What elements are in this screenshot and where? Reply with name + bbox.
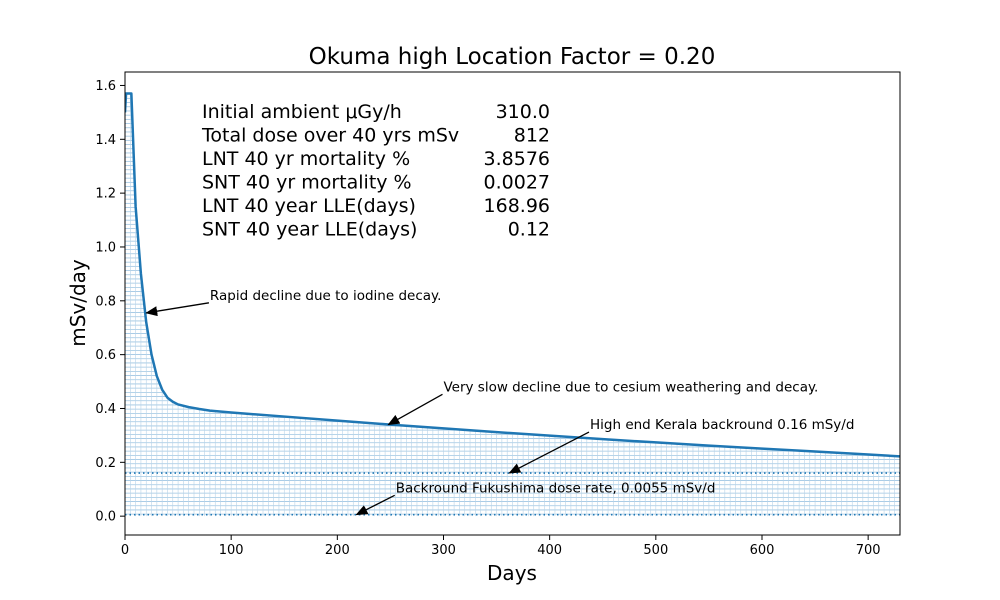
x-tick-label: 200 bbox=[325, 543, 350, 558]
stat-label: LNT 40 yr mortality % bbox=[202, 148, 410, 170]
stat-label: LNT 40 year LLE(days) bbox=[202, 195, 416, 217]
chart-title: Okuma high Location Factor = 0.20 bbox=[309, 44, 716, 70]
annotation-arrow bbox=[387, 393, 443, 426]
y-axis-label: mSv/day bbox=[66, 259, 90, 347]
annotation-arrow bbox=[508, 431, 590, 474]
series-line bbox=[125, 92, 900, 458]
x-tick-label: 300 bbox=[431, 543, 456, 558]
y-tick-label: 0.0 bbox=[95, 510, 116, 525]
stat-value: 0.0027 bbox=[484, 172, 550, 194]
stat-value: 3.8576 bbox=[484, 148, 550, 170]
series-group bbox=[125, 92, 900, 458]
plot-frame bbox=[124, 71, 901, 536]
annotation-text: High end Kerala backround 0.16 mSy/d bbox=[590, 417, 854, 433]
stat-label: Initial ambient μGy/h bbox=[202, 101, 402, 123]
x-tick-label: 600 bbox=[750, 543, 775, 558]
y-tick-label: 0.2 bbox=[95, 456, 116, 471]
x-tick-label: 0 bbox=[121, 543, 129, 558]
stats-block: Initial ambient μGy/h 310.0 Total dose ove… bbox=[201, 101, 550, 241]
y-tick-label: 0.8 bbox=[95, 294, 116, 309]
y-tick-label: 1.6 bbox=[95, 79, 116, 94]
stat-label: SNT 40 year LLE(days) bbox=[202, 219, 417, 241]
annotation-arrow bbox=[355, 494, 396, 516]
stat-value: 0.12 bbox=[508, 219, 550, 241]
x-tick-label: 700 bbox=[856, 543, 881, 558]
stat-label: Total dose over 40 yrs mSv bbox=[201, 125, 459, 147]
y-tick-label: 1.2 bbox=[95, 187, 116, 202]
x-tick-label: 400 bbox=[537, 543, 562, 558]
y-tick-label: 1.0 bbox=[95, 240, 116, 255]
stat-label: SNT 40 yr mortality % bbox=[202, 172, 412, 194]
annotation-text: Very slow decline due to cesium weatheri… bbox=[443, 379, 818, 395]
x-axis-ticks: 0 100 200 300 400 500 600 700 bbox=[121, 535, 881, 558]
x-tick-label: 500 bbox=[643, 543, 668, 558]
stat-value: 812 bbox=[514, 125, 550, 147]
x-axis-label: Days bbox=[487, 561, 537, 585]
stat-value: 168.96 bbox=[484, 195, 550, 217]
annotation-arrow bbox=[145, 302, 210, 317]
annotation-text: Rapid decline due to iodine decay. bbox=[210, 288, 441, 304]
x-tick-label: 100 bbox=[219, 543, 244, 558]
y-tick-label: 0.6 bbox=[95, 348, 116, 363]
annotation-text: Backround Fukushima dose rate, 0.0055 mS… bbox=[396, 480, 716, 496]
y-tick-label: 0.4 bbox=[95, 402, 116, 417]
stat-value: 310.0 bbox=[496, 101, 550, 123]
y-tick-label: 1.4 bbox=[95, 133, 116, 148]
y-axis-ticks: 0.0 0.2 0.4 0.6 0.8 1.0 1.2 1.4 1.6 bbox=[95, 79, 125, 525]
annotations: Rapid decline due to iodine decay. Very s… bbox=[145, 288, 854, 516]
